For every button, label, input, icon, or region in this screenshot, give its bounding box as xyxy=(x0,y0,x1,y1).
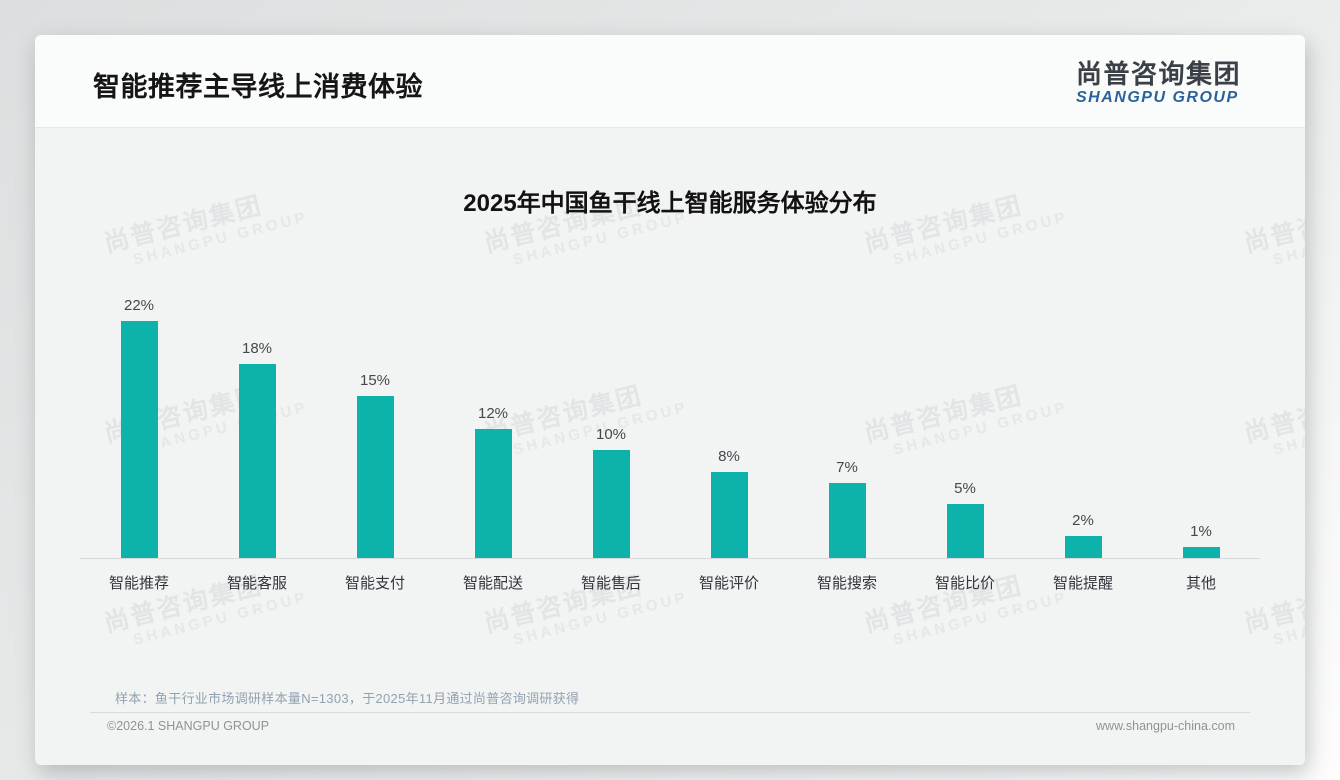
category-label: 智能支付 xyxy=(344,575,405,592)
sample-note: 样本：鱼干行业市场调研样本量N=1303，于2025年11月通过尚普咨询调研获得 xyxy=(115,691,580,706)
watermark-english: SHANGPU GROUP xyxy=(1271,589,1305,649)
bar-column: 8% xyxy=(670,448,788,558)
footer-divider xyxy=(90,712,1250,713)
brand-logo-chinese: 尚普咨询集团 xyxy=(1075,59,1241,90)
report-card: 智能推荐主导线上消费体验 尚普咨询集团 SHANGPU GROUP 尚普咨询集团… xyxy=(35,35,1305,765)
category-label: 智能评价 xyxy=(698,575,759,592)
category-label: 智能比价 xyxy=(934,575,995,592)
page-title: 智能推荐主导线上消费体验 xyxy=(93,71,423,102)
bar xyxy=(238,364,276,558)
x-axis-line xyxy=(80,558,1260,559)
bar-value-label: 5% xyxy=(954,480,976,497)
header: 智能推荐主导线上消费体验 尚普咨询集团 SHANGPU GROUP xyxy=(35,35,1305,128)
watermark-english: SHANGPU GROUP xyxy=(891,588,1070,649)
category-label: 智能提醒 xyxy=(1052,575,1113,592)
bar-value-label: 12% xyxy=(477,405,509,422)
bar xyxy=(120,321,158,558)
bar xyxy=(592,450,630,558)
bar-series: 22% 18% 15% 12% 10% 8% 7% 5% 2% 1% xyxy=(80,290,1260,558)
footer: ©2026.1 SHANGPU GROUP www.shangpu-china.… xyxy=(107,719,1235,733)
category-label: 其他 xyxy=(1185,575,1216,592)
bar-column: 7% xyxy=(788,459,906,558)
bar-column: 18% xyxy=(198,340,316,558)
x-axis-labels: 智能推荐 智能客服 智能支付 智能配送 智能售后 智能评价 智能搜索 智能比价 智能提醒 其他 xyxy=(80,559,1260,593)
bar xyxy=(1064,536,1102,558)
bar-chart: 22% 18% 15% 12% 10% 8% 7% 5% 2% 1% 智能推荐 智能客服 智能支付 智能… xyxy=(80,290,1260,593)
watermark-english: SHANGPU GROUP xyxy=(131,588,310,649)
bar xyxy=(1182,547,1220,558)
bar xyxy=(356,396,394,558)
bar-value-label: 15% xyxy=(359,372,391,389)
footer-website: www.shangpu-china.com xyxy=(1096,719,1235,733)
bar-column: 22% xyxy=(80,297,198,558)
bar-value-label: 10% xyxy=(595,426,627,443)
category-label: 智能客服 xyxy=(226,575,287,592)
category-label: 智能推荐 xyxy=(108,575,169,592)
category-label: 智能配送 xyxy=(462,575,523,592)
bar-column: 15% xyxy=(316,372,434,558)
category-label: 智能售后 xyxy=(580,575,641,592)
bar xyxy=(946,504,984,558)
bar-value-label: 2% xyxy=(1072,512,1094,529)
category-label: 智能搜索 xyxy=(816,575,877,592)
bar-column: 1% xyxy=(1142,523,1260,558)
bar-column: 5% xyxy=(906,480,1024,558)
bar-column: 12% xyxy=(434,405,552,558)
bar xyxy=(710,472,748,558)
brand-logo-english: SHANGPU GROUP xyxy=(1075,88,1239,106)
chart-title: 2025年中国鱼干线上智能服务体验分布 xyxy=(463,190,877,217)
bar-value-label: 8% xyxy=(718,448,740,465)
watermark-english: SHANGPU GROUP xyxy=(511,588,690,649)
bar-value-label: 7% xyxy=(836,459,858,476)
bar xyxy=(828,483,866,558)
footer-copyright: ©2026.1 SHANGPU GROUP xyxy=(107,719,270,733)
bar-column: 2% xyxy=(1024,512,1142,558)
bar-value-label: 18% xyxy=(241,340,273,357)
watermark-english: SHANGPU GROUP xyxy=(1271,399,1305,459)
brand-logo: 尚普咨询集团 SHANGPU GROUP xyxy=(1076,61,1241,106)
chart-section: 尚普咨询集团 SHANGPU GROUP 尚普咨询集团 SHANGPU GROUP 尚普… xyxy=(35,128,1305,765)
bar-column: 10% xyxy=(552,426,670,558)
bar xyxy=(474,429,512,558)
bar-value-label: 22% xyxy=(123,297,155,314)
bar-value-label: 1% xyxy=(1190,523,1212,540)
